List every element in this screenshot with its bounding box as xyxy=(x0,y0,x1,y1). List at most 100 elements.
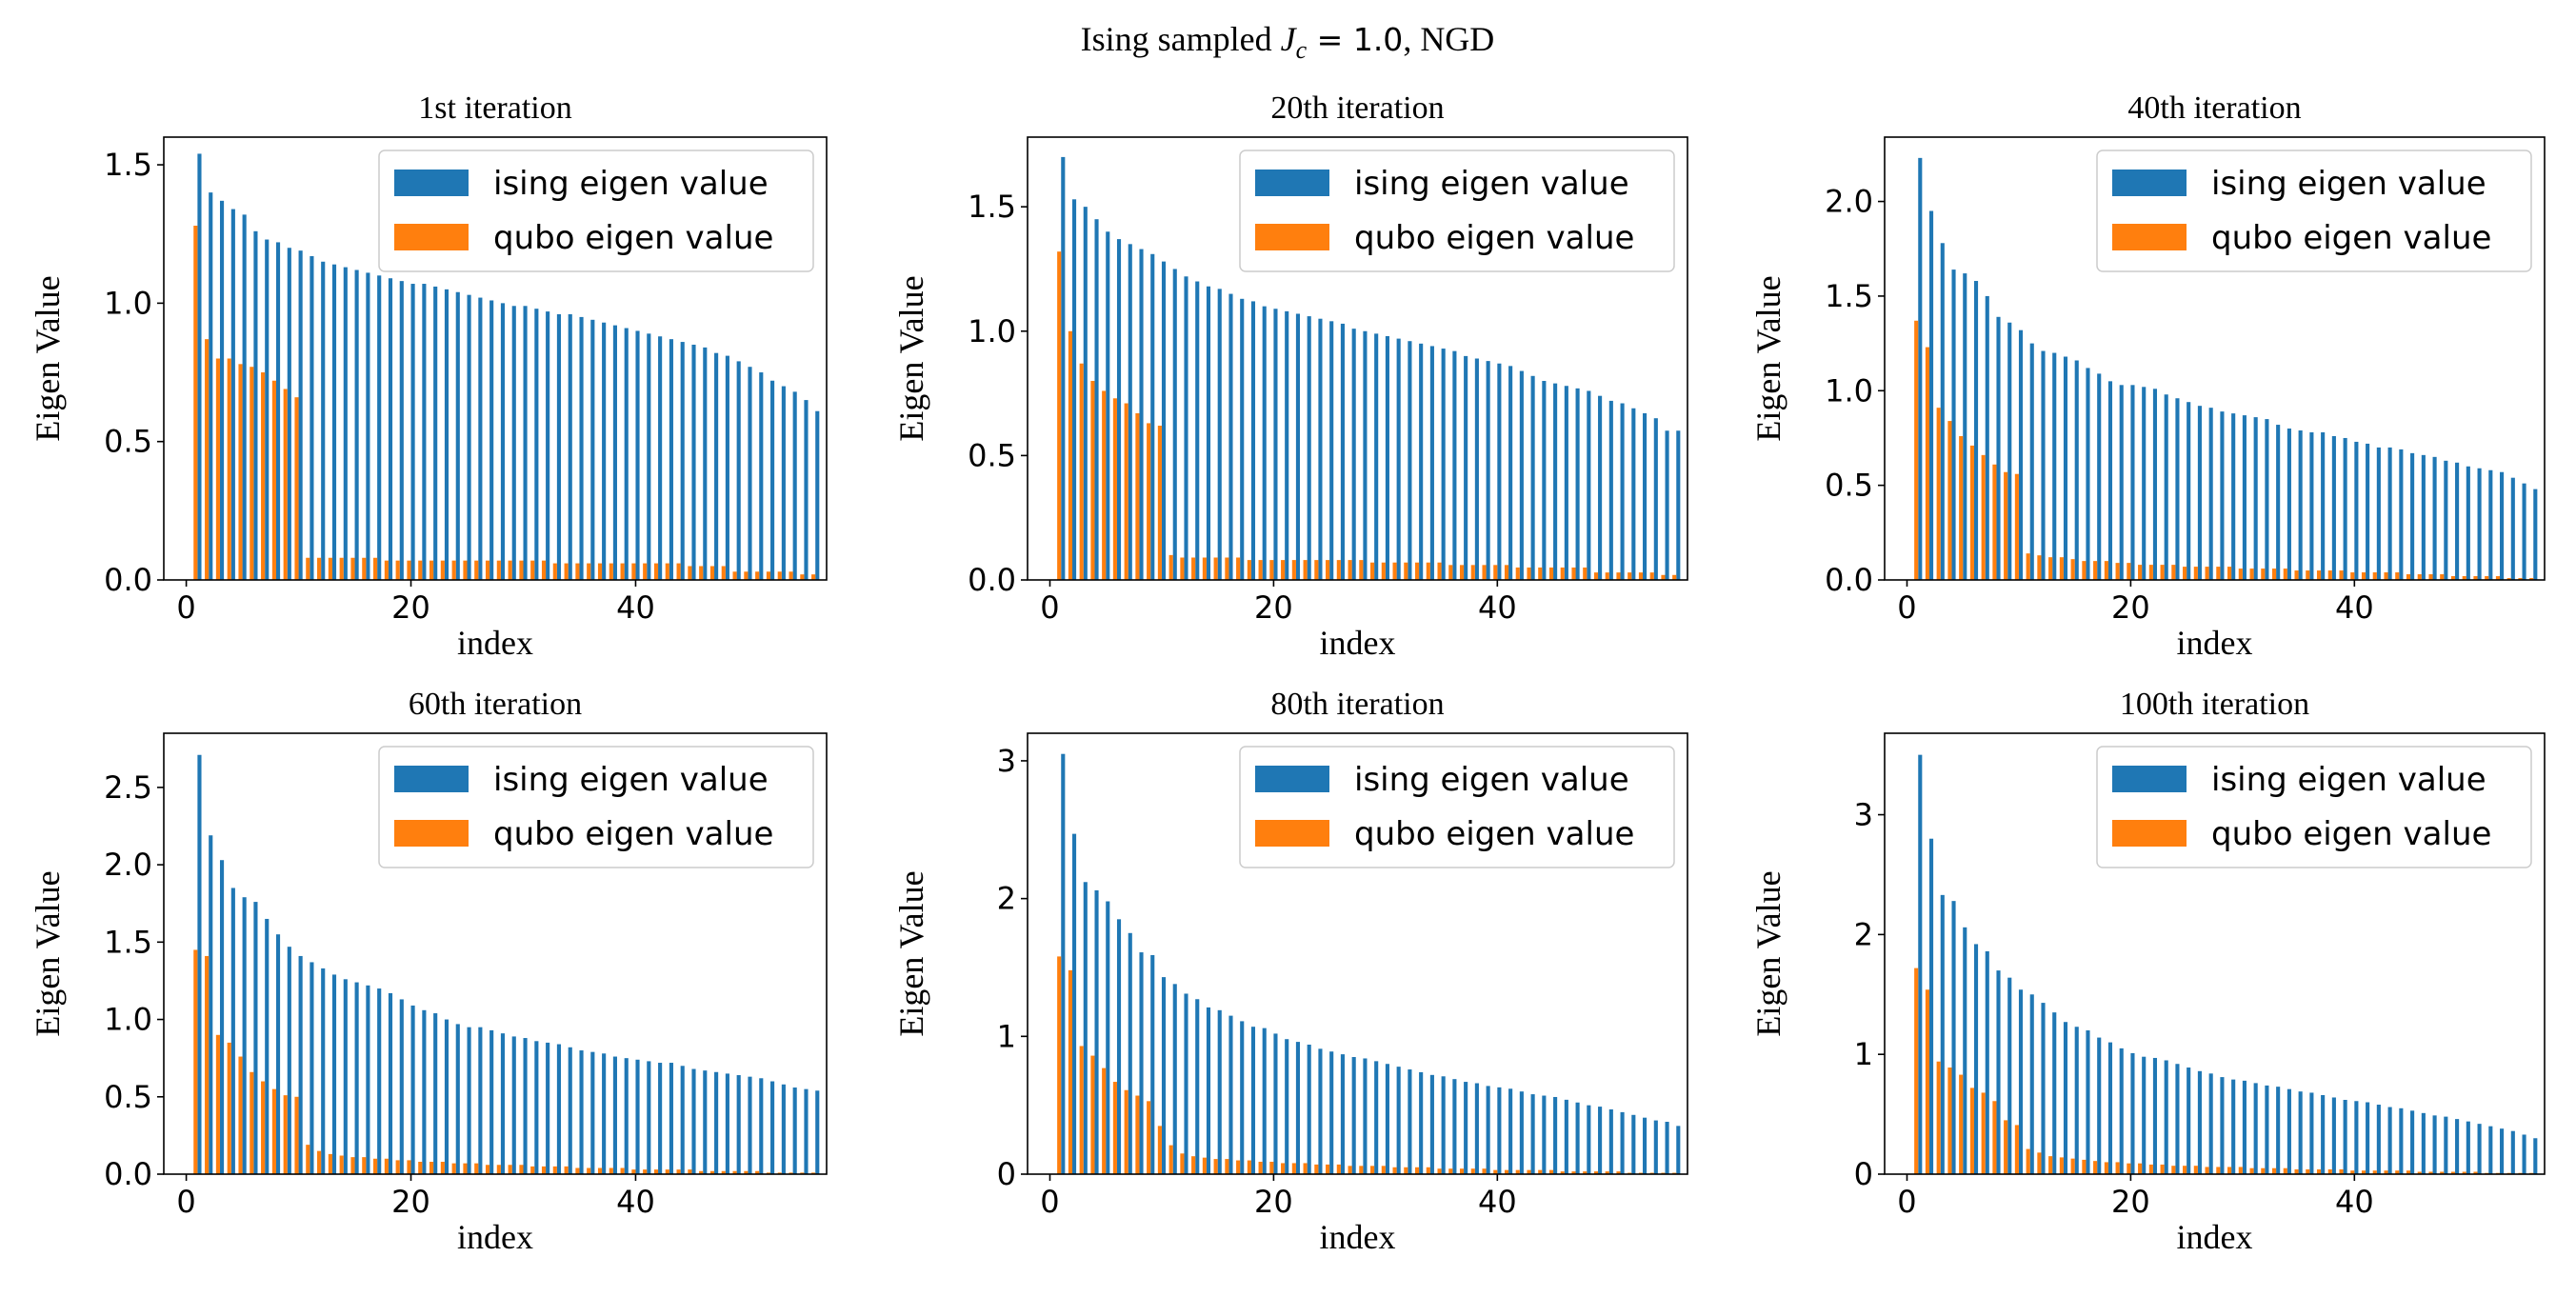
ising-bar xyxy=(2366,443,2370,580)
subplot-title: 40th iteration xyxy=(2127,90,2301,126)
qubo-bar xyxy=(1213,1159,1218,1174)
ising-bar xyxy=(680,1066,685,1174)
legend-box xyxy=(2096,150,2532,272)
qubo-bar xyxy=(2473,576,2478,580)
qubo-bar xyxy=(1482,1168,1487,1174)
y-axis-label: Eigen Value xyxy=(29,870,67,1036)
qubo-bar xyxy=(1124,403,1128,580)
ising-bar xyxy=(804,400,809,580)
ising-bar xyxy=(2130,385,2135,580)
qubo-bar xyxy=(1981,1092,1986,1174)
ising-bar xyxy=(2522,1134,2526,1174)
qubo-bar xyxy=(1180,557,1185,580)
qubo-bar xyxy=(721,566,726,580)
ising-bar xyxy=(2421,454,2426,580)
qubo-bar xyxy=(2283,1167,2287,1174)
qubo-bar xyxy=(407,1160,411,1174)
ising-bar xyxy=(2444,460,2448,580)
ising-bar xyxy=(2097,1037,2102,1174)
qubo-bar xyxy=(2350,572,2355,580)
ising-bar xyxy=(1519,1091,1524,1174)
qubo-bar xyxy=(2384,572,2388,580)
ising-bar xyxy=(1620,403,1625,580)
ising-bar xyxy=(500,1033,506,1174)
qubo-bar xyxy=(2093,561,2098,580)
qubo-bar xyxy=(1147,423,1151,580)
qubo-bar xyxy=(2171,1166,2176,1174)
ising-bar xyxy=(2074,360,2079,580)
legend-swatch-qubo xyxy=(394,224,469,250)
legend-swatch-qubo xyxy=(1255,820,1329,847)
ising-bar xyxy=(736,361,741,580)
ising-bar xyxy=(2387,447,2392,580)
qubo-bar xyxy=(620,1167,625,1174)
ising-bar xyxy=(2455,462,2460,580)
ising-bar xyxy=(2488,469,2493,580)
ising-bar xyxy=(2455,1119,2460,1174)
legend-label-ising: ising eigen value xyxy=(493,165,769,203)
ising-bar xyxy=(219,860,225,1174)
qubo-bar xyxy=(1936,408,1941,580)
x-tick-label: 20 xyxy=(1254,589,1293,626)
qubo-bar xyxy=(2428,574,2433,580)
ising-bar xyxy=(2242,1080,2247,1174)
legend: ising eigen value qubo eigen value xyxy=(2096,746,2532,868)
qubo-bar xyxy=(1583,1171,1588,1174)
ising-bar xyxy=(2321,432,2326,580)
legend: ising eigen value qubo eigen value xyxy=(378,746,814,868)
y-axis-label: Eigen Value xyxy=(892,870,930,1036)
ising-bar xyxy=(253,230,258,580)
qubo-bar xyxy=(2327,1168,2332,1174)
ising-bar xyxy=(1228,1015,1233,1174)
qubo-bar xyxy=(227,1042,231,1174)
legend-label-ising: ising eigen value xyxy=(2211,761,2486,799)
qubo-bar xyxy=(2160,1164,2165,1174)
ising-bar xyxy=(2265,1085,2269,1174)
ising-bar xyxy=(658,336,663,580)
ising-bar xyxy=(444,1019,449,1174)
ising-bar xyxy=(444,289,449,580)
ising-bar xyxy=(1195,999,1200,1174)
ising-bar xyxy=(1940,894,1945,1174)
qubo-bar xyxy=(2361,1170,2366,1174)
ising-bar xyxy=(1587,1105,1591,1174)
qubo-bar xyxy=(1959,435,1964,580)
qubo-bar xyxy=(205,339,210,580)
qubo-bar xyxy=(2093,1161,2098,1174)
qubo-bar xyxy=(1504,565,1509,580)
qubo-bar xyxy=(800,1172,805,1174)
ising-bar xyxy=(343,267,348,580)
qubo-bar xyxy=(1359,560,1364,580)
ising-bar xyxy=(1564,386,1568,580)
ising-bar xyxy=(1240,298,1245,580)
legend-label-qubo: qubo eigen value xyxy=(493,219,773,257)
ising-bar xyxy=(2466,466,2470,580)
subplot-3: 40th iteration 0 20 40 0.0 0.5 1.0 1.5 2.0 index E… xyxy=(1749,90,2546,662)
qubo-bar xyxy=(339,557,344,580)
ising-bar xyxy=(2041,350,2046,580)
y-tick-label: 2.0 xyxy=(104,847,152,883)
qubo-bar xyxy=(1583,567,1588,580)
qubo-bar xyxy=(1426,1167,1430,1174)
subplot-title: 100th iteration xyxy=(2120,687,2309,722)
qubo-bar xyxy=(1112,398,1117,580)
qubo-bar xyxy=(2205,567,2209,580)
ising-bar xyxy=(287,248,291,580)
qubo-bar xyxy=(1627,572,1632,580)
ising-bar xyxy=(1329,1051,1334,1174)
qubo-bar xyxy=(1914,968,1919,1174)
ising-bar xyxy=(2152,1057,2158,1174)
ising-bar xyxy=(1519,370,1524,580)
ising-bar xyxy=(568,314,572,580)
ising-bar xyxy=(2242,415,2247,580)
qubo-bar xyxy=(1258,1161,1263,1174)
ising-bar xyxy=(2007,977,2012,1174)
qubo-bar xyxy=(1336,560,1341,580)
qubo-bar xyxy=(418,1162,423,1174)
ising-bar xyxy=(2208,408,2213,580)
qubo-bar xyxy=(1404,1167,1408,1174)
qubo-bar xyxy=(1157,426,1162,580)
qubo-bar xyxy=(193,949,198,1174)
qubo-bar xyxy=(451,560,456,580)
